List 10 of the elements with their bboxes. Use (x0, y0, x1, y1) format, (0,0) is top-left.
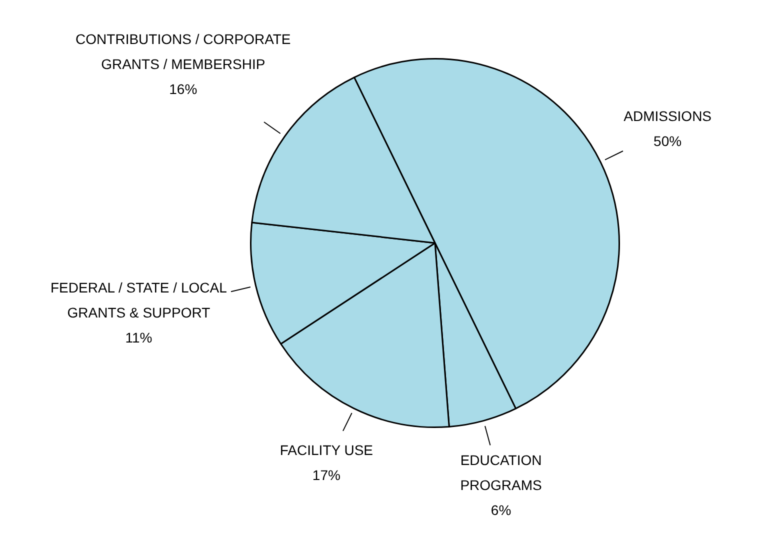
slice-label: EDUCATION PROGRAMS (460, 452, 542, 493)
data-label: 11% (125, 329, 152, 346)
data-label: 17% (312, 466, 340, 483)
data-label: 16% (169, 81, 198, 98)
slice-label: FACILITY USE (280, 442, 373, 458)
data-label: 6% (490, 502, 512, 518)
slice-label: FEDERAL / STATE / LOCAL GRANTS & SUPPORT (50, 279, 228, 320)
slice-label: CONTRIBUTIONS / CORPORATE GRANTS / MEMBERSHIP (76, 31, 291, 72)
data-label: 50% (654, 132, 682, 149)
slice-label: ADMISSIONS (624, 108, 712, 124)
